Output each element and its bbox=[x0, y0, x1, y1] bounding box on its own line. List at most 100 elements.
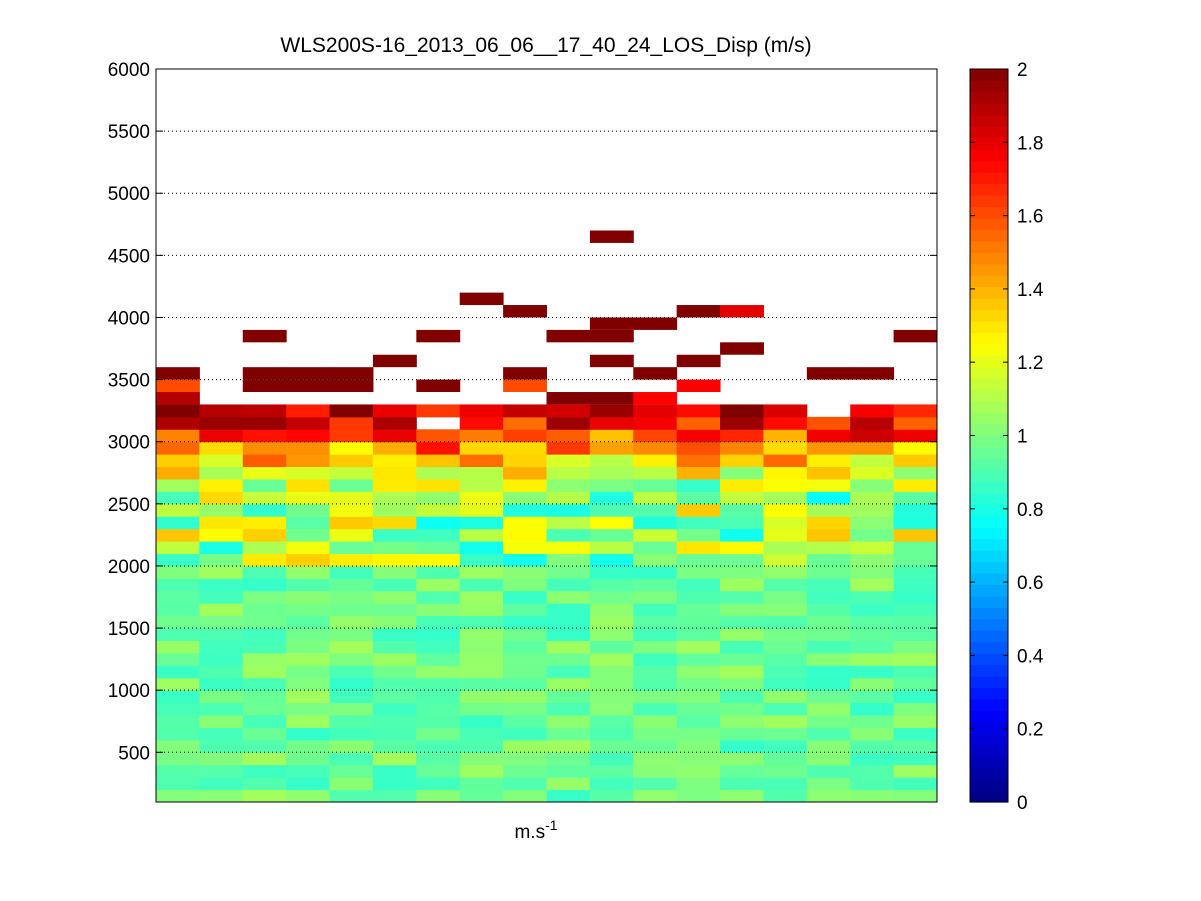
heatmap-cell bbox=[589, 640, 634, 654]
heatmap-cell bbox=[589, 565, 634, 579]
heatmap-cell bbox=[633, 715, 678, 728]
heatmap-cell bbox=[850, 652, 895, 666]
heatmap-cell bbox=[372, 615, 417, 629]
heatmap-cell bbox=[286, 752, 331, 766]
heatmap-cell bbox=[416, 454, 461, 468]
heatmap-cell bbox=[893, 652, 938, 666]
heatmap-cell bbox=[893, 491, 938, 505]
heatmap-cell bbox=[286, 603, 331, 617]
heatmap-cell bbox=[416, 503, 461, 517]
colorbar-step bbox=[970, 332, 1008, 345]
heatmap-cell bbox=[329, 454, 374, 468]
heatmap-cell bbox=[156, 553, 200, 567]
heatmap-cell bbox=[242, 416, 287, 430]
heatmap-cell bbox=[286, 789, 331, 803]
colorbar-step bbox=[970, 504, 1008, 517]
heatmap-cell bbox=[850, 416, 895, 430]
heatmap-cell bbox=[589, 615, 634, 629]
heatmap-cell bbox=[763, 603, 808, 617]
heatmap-cell bbox=[720, 789, 764, 803]
heatmap-cell bbox=[416, 677, 461, 691]
colorbar-step bbox=[970, 515, 1008, 528]
heatmap-cell bbox=[546, 491, 591, 505]
heatmap-cell bbox=[633, 652, 678, 666]
heatmap-cell bbox=[720, 690, 764, 704]
heatmap-cell bbox=[242, 441, 287, 455]
heatmap-cell bbox=[242, 528, 287, 542]
heatmap-cell bbox=[850, 677, 895, 691]
heatmap-cell bbox=[286, 441, 331, 455]
heatmap-cell bbox=[329, 553, 374, 567]
heatmap-cell bbox=[589, 777, 634, 791]
heatmap-cell bbox=[850, 590, 895, 604]
heatmap-cell bbox=[806, 715, 851, 728]
heatmap-cell bbox=[286, 416, 331, 430]
colorbar-step bbox=[970, 355, 1008, 368]
heatmap-cell bbox=[676, 404, 721, 418]
heatmap-cell bbox=[589, 739, 634, 753]
heatmap-cell bbox=[286, 590, 331, 604]
heatmap-cell bbox=[329, 677, 374, 691]
heatmap-cell bbox=[893, 416, 938, 430]
heatmap-cell bbox=[459, 578, 504, 592]
heatmap-cell bbox=[329, 416, 374, 430]
colorbar-tick-label: 0.8 bbox=[1017, 500, 1043, 521]
heatmap-cell bbox=[546, 416, 591, 430]
heatmap-cell bbox=[372, 516, 417, 530]
heatmap-cell bbox=[416, 528, 461, 542]
heatmap-cell bbox=[372, 603, 417, 617]
colorbar-step bbox=[970, 194, 1008, 208]
colorbar-tick-label: 0.4 bbox=[1017, 646, 1044, 667]
heatmap-cell bbox=[242, 516, 287, 530]
heatmap-cell bbox=[286, 367, 331, 380]
heatmap-cell bbox=[199, 491, 244, 505]
heatmap-cell bbox=[416, 541, 461, 555]
heatmap-cell bbox=[633, 590, 678, 604]
heatmap-cell bbox=[459, 590, 504, 604]
heatmap-cell bbox=[850, 565, 895, 579]
heatmap-cell bbox=[546, 789, 591, 803]
heatmap-cell bbox=[589, 727, 634, 741]
colorbar-step bbox=[970, 309, 1008, 322]
heatmap-cell bbox=[156, 541, 200, 555]
heatmap-cell bbox=[459, 528, 504, 542]
heatmap-cell bbox=[503, 491, 547, 505]
heatmap-cell bbox=[893, 640, 938, 654]
heatmap-cell bbox=[372, 702, 417, 716]
y-tick-label: 4000 bbox=[108, 308, 150, 329]
heatmap-cell bbox=[242, 491, 287, 505]
colorbar-step bbox=[970, 481, 1008, 494]
heatmap-cell bbox=[720, 416, 764, 430]
heatmap-cell bbox=[546, 690, 591, 704]
heatmap-cell bbox=[199, 541, 244, 555]
heatmap-cell bbox=[242, 690, 287, 704]
heatmap-cell bbox=[199, 690, 244, 704]
heatmap-cell bbox=[589, 404, 634, 418]
heatmap-cell bbox=[503, 764, 547, 778]
heatmap-cell bbox=[199, 677, 244, 691]
heatmap-cell bbox=[763, 652, 808, 666]
heatmap-cell bbox=[199, 665, 244, 679]
heatmap-cell bbox=[720, 578, 764, 592]
heatmap-cell bbox=[676, 503, 721, 517]
heatmap-cell bbox=[503, 553, 547, 567]
heatmap-cell bbox=[242, 503, 287, 517]
colorbar-step bbox=[970, 779, 1008, 792]
heatmap-cell bbox=[893, 553, 938, 567]
colorbar-step bbox=[970, 401, 1008, 414]
colorbar-step bbox=[970, 126, 1008, 139]
y-tick-label: 1000 bbox=[108, 681, 150, 702]
colorbar-step bbox=[970, 653, 1008, 666]
heatmap-cell bbox=[156, 392, 200, 405]
heatmap-cell bbox=[199, 702, 244, 716]
heatmap-cell bbox=[459, 478, 504, 492]
heatmap-cell bbox=[372, 553, 417, 567]
heatmap-cell bbox=[546, 739, 591, 753]
heatmap-cell bbox=[416, 553, 461, 567]
colorbar-step bbox=[970, 389, 1008, 402]
heatmap-cell bbox=[546, 715, 591, 728]
heatmap-cell bbox=[633, 578, 678, 592]
heatmap-cell bbox=[589, 590, 634, 604]
heatmap-cell bbox=[850, 404, 895, 418]
heatmap-cell bbox=[633, 541, 678, 555]
